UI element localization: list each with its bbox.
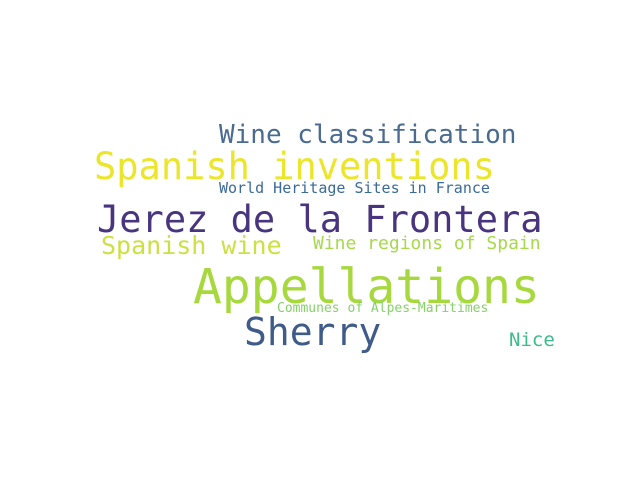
word-world-heritage-sites-in-france: World Heritage Sites in France	[219, 179, 490, 197]
word-wine-regions-of-spain: Wine regions of Spain	[313, 233, 541, 254]
word-nice: Nice	[509, 329, 555, 351]
word-appellations: Appellations	[193, 259, 540, 315]
word-wine-classification: Wine classification	[219, 120, 517, 150]
word-communes-of-alpes-maritimes: Communes of Alpes-Maritimes	[277, 301, 489, 316]
word-sherry: Sherry	[244, 310, 382, 354]
word-spanish-wine: Spanish wine	[101, 231, 282, 260]
word-jerez-de-la-frontera: Jerez de la Frontera	[97, 198, 543, 241]
word-spanish-inventions: Spanish inventions	[94, 145, 495, 188]
